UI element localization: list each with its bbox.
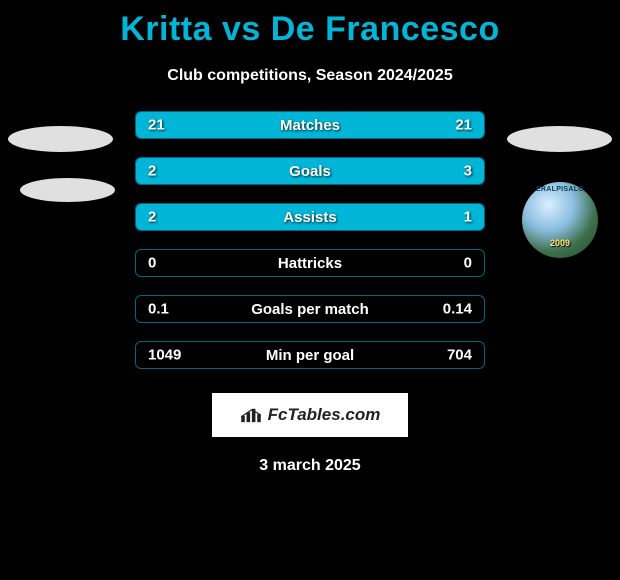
stat-value-left: 2 xyxy=(148,209,156,226)
stat-label: Goals xyxy=(289,163,331,180)
stat-label: Min per goal xyxy=(266,347,354,364)
stat-label: Assists xyxy=(283,209,336,226)
date-text: 3 march 2025 xyxy=(0,457,620,475)
stat-fill-left xyxy=(136,158,275,184)
stat-value-right: 0.14 xyxy=(443,301,472,318)
stat-label: Hattricks xyxy=(278,255,342,272)
stat-row: 21 Matches 21 xyxy=(135,111,485,139)
club-badge: ERALPISALO 2009 xyxy=(522,182,598,258)
stat-value-right: 0 xyxy=(464,255,472,272)
stat-value-left: 21 xyxy=(148,117,165,134)
player-left-placeholder-1 xyxy=(8,126,113,152)
subtitle: Club competitions, Season 2024/2025 xyxy=(0,67,620,85)
stat-row: 2 Goals 3 xyxy=(135,157,485,185)
badge-top-text: ERALPISALO xyxy=(522,186,598,193)
stat-value-right: 21 xyxy=(455,117,472,134)
page-title: Kritta vs De Francesco xyxy=(0,0,620,49)
stat-value-right: 704 xyxy=(447,347,472,364)
stat-row: 2 Assists 1 xyxy=(135,203,485,231)
stat-value-left: 2 xyxy=(148,163,156,180)
stat-label: Goals per match xyxy=(251,301,369,318)
stat-row: 1049 Min per goal 704 xyxy=(135,341,485,369)
stat-value-left: 1049 xyxy=(148,347,181,364)
stat-value-right: 3 xyxy=(464,163,472,180)
brand-bar[interactable]: FcTables.com xyxy=(212,393,408,437)
bars-icon xyxy=(240,407,262,423)
stat-row: 0 Hattricks 0 xyxy=(135,249,485,277)
stat-label: Matches xyxy=(280,117,340,134)
brand-text: FcTables.com xyxy=(268,405,381,425)
badge-year: 2009 xyxy=(550,238,570,248)
stat-row: 0.1 Goals per match 0.14 xyxy=(135,295,485,323)
player-right-placeholder-1 xyxy=(507,126,612,152)
stat-value-right: 1 xyxy=(464,209,472,226)
stat-value-left: 0.1 xyxy=(148,301,169,318)
player-left-placeholder-2 xyxy=(20,178,115,202)
stat-value-left: 0 xyxy=(148,255,156,272)
